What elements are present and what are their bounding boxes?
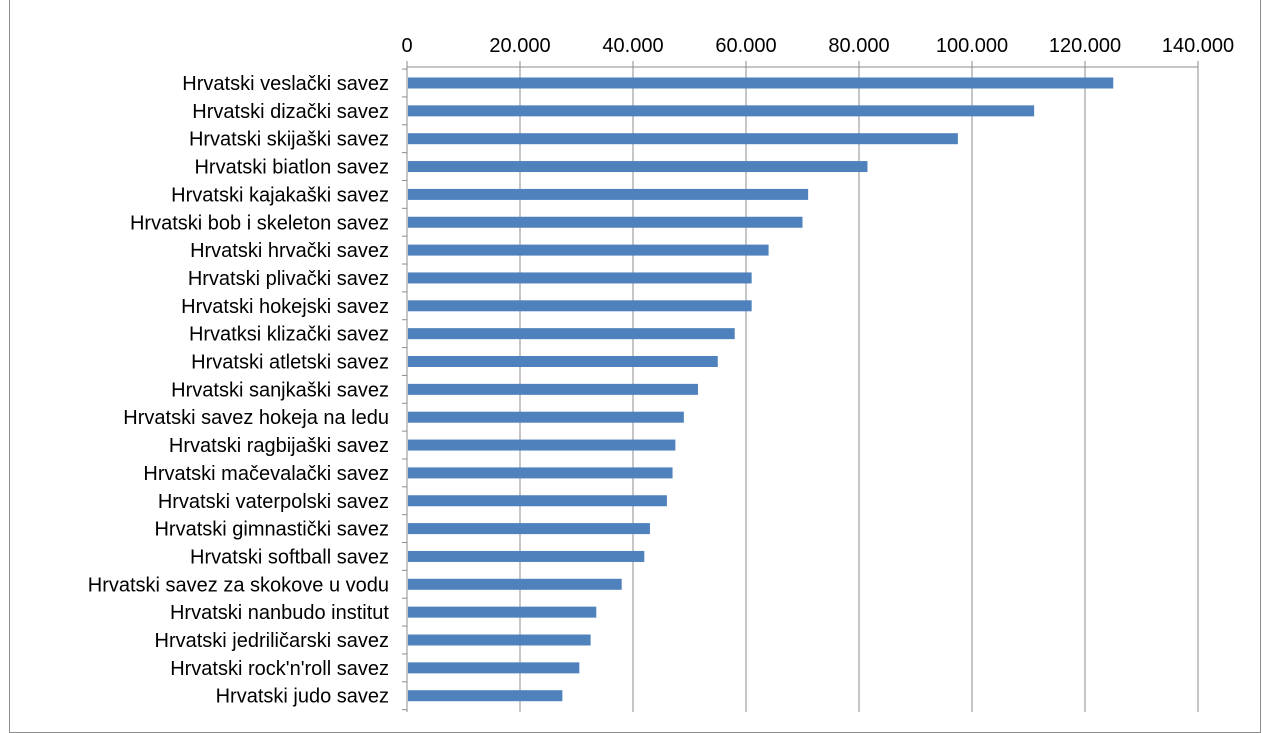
x-tick-label: 0 <box>401 35 412 57</box>
bar <box>408 411 684 423</box>
axes <box>402 61 1199 712</box>
bar <box>408 244 769 256</box>
bar <box>408 216 803 228</box>
bar <box>408 328 735 340</box>
bar <box>408 467 673 479</box>
x-tick-label: 80.000 <box>828 35 889 57</box>
bar <box>408 495 667 507</box>
bar <box>408 356 718 367</box>
bar <box>408 188 809 200</box>
bar <box>408 606 597 618</box>
category-label: Hrvatski hokejski savez <box>181 296 389 318</box>
category-labels: Hrvatski veslački savez Hrvatski dizački … <box>88 73 390 708</box>
bar <box>408 161 868 173</box>
bar <box>408 133 958 145</box>
category-label: Hrvatski kajakaški savez <box>171 184 389 206</box>
bar <box>408 662 580 674</box>
bar <box>408 634 591 646</box>
category-label: Hrvatski dizački savez <box>192 101 389 123</box>
category-label: Hrvatski judo savez <box>216 686 389 708</box>
x-tick-label: 40.000 <box>602 35 663 57</box>
bar <box>408 523 650 535</box>
category-label: Hrvatski jedriličarski savez <box>155 630 390 652</box>
category-label: Hrvatski biatlon savez <box>194 157 389 179</box>
category-label: Hrvatski mačevalački savez <box>143 463 389 485</box>
x-tick-label: 140.000 <box>1162 35 1234 57</box>
category-label: Hrvatski plivački savez <box>188 268 389 290</box>
category-label: Hrvatski bob i skeleton savez <box>130 212 389 234</box>
category-label: Hrvatski rock'n'roll savez <box>170 658 389 680</box>
category-label: Hrvatski savez za skokove u vodu <box>88 574 389 596</box>
category-label: Hrvatski savez hokeja na ledu <box>123 407 389 429</box>
category-label: Hrvatski atletski savez <box>191 352 389 374</box>
category-label: Hrvatski hrvački savez <box>190 240 389 262</box>
bar <box>408 105 1035 117</box>
category-label: Hrvatski ragbijaški savez <box>169 435 389 457</box>
bar <box>408 550 645 562</box>
x-tick-label: 120.000 <box>1049 35 1121 57</box>
category-label: Hrvatski nanbudo institut <box>170 602 389 624</box>
x-tick-label: 20.000 <box>489 35 550 57</box>
tick-labels: 0 20.000 40.000 60.000 80.000 100.000 120.000 1… <box>401 35 1234 57</box>
x-tick-label: 100.000 <box>936 35 1008 57</box>
category-label: Hrvatski softball savez <box>190 546 389 568</box>
category-label: Hrvatski skijaški savez <box>189 129 389 151</box>
category-label: Hrvatski sanjkaški savez <box>171 379 389 401</box>
bar <box>408 578 622 590</box>
bar <box>408 690 563 702</box>
bars <box>408 77 1114 702</box>
category-label: Hrvatski veslački savez <box>182 73 389 95</box>
x-tick-label: 60.000 <box>715 35 776 57</box>
bar <box>408 383 698 395</box>
category-label: Hrvatski gimnastički savez <box>154 519 389 541</box>
bar <box>408 300 752 312</box>
bar <box>408 77 1114 89</box>
bar <box>408 272 752 284</box>
category-label: Hrvatksi klizački savez <box>189 324 389 346</box>
category-label: Hrvatski vaterpolski savez <box>158 491 389 513</box>
bar <box>408 439 676 451</box>
